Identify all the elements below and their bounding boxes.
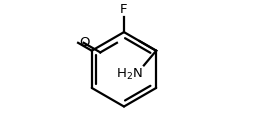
Text: O: O: [79, 36, 89, 49]
Text: H$_2$N: H$_2$N: [116, 67, 143, 82]
Text: F: F: [120, 3, 128, 16]
